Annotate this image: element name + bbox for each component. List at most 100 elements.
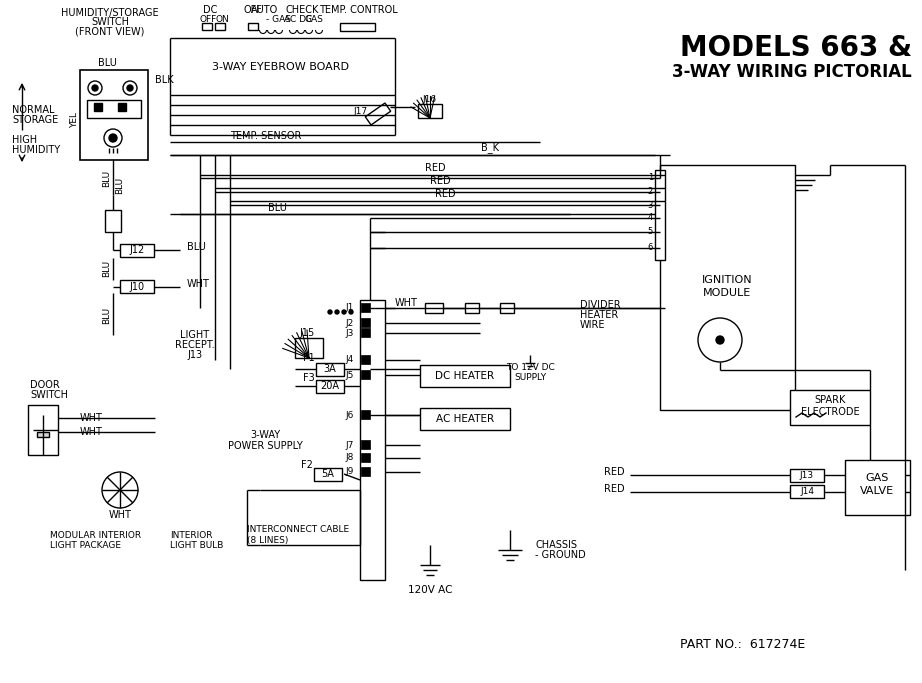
Text: 4: 4 bbox=[648, 214, 653, 223]
Text: J8: J8 bbox=[346, 454, 354, 462]
Bar bbox=[790, 485, 824, 498]
Bar bbox=[120, 244, 154, 257]
Text: 5: 5 bbox=[648, 227, 653, 236]
Text: 120V AC: 120V AC bbox=[408, 585, 453, 595]
Bar bbox=[316, 380, 344, 393]
Bar bbox=[361, 355, 370, 364]
Bar bbox=[361, 440, 370, 449]
Circle shape bbox=[335, 310, 339, 314]
Bar bbox=[790, 469, 824, 482]
Circle shape bbox=[109, 134, 117, 142]
Text: J17: J17 bbox=[354, 107, 368, 115]
Bar bbox=[425, 303, 443, 313]
Bar bbox=[28, 405, 58, 455]
Text: LIGHT BULB: LIGHT BULB bbox=[170, 540, 223, 550]
Bar bbox=[790, 390, 870, 425]
Text: F3: F3 bbox=[303, 373, 315, 383]
Text: DC HEATER: DC HEATER bbox=[435, 371, 494, 381]
Text: YEL: YEL bbox=[70, 112, 79, 128]
Text: LIGHT: LIGHT bbox=[181, 330, 209, 340]
Circle shape bbox=[349, 310, 353, 314]
Text: WHT: WHT bbox=[80, 427, 103, 437]
Circle shape bbox=[698, 318, 742, 362]
Bar bbox=[361, 303, 370, 312]
Text: DC: DC bbox=[203, 5, 218, 15]
Text: RED: RED bbox=[425, 163, 445, 173]
Bar bbox=[420, 408, 510, 430]
Text: 6: 6 bbox=[647, 244, 653, 253]
Circle shape bbox=[328, 310, 332, 314]
Circle shape bbox=[127, 85, 133, 91]
Text: J10: J10 bbox=[129, 282, 145, 292]
Text: J3: J3 bbox=[346, 329, 354, 337]
Bar bbox=[361, 453, 370, 462]
Text: AC HEATER: AC HEATER bbox=[436, 414, 494, 424]
Bar bbox=[118, 103, 126, 111]
Text: HIGH: HIGH bbox=[12, 135, 37, 145]
Text: HUMIDITY: HUMIDITY bbox=[12, 145, 60, 155]
Text: OFF: OFF bbox=[243, 5, 263, 15]
Text: BLU: BLU bbox=[268, 203, 287, 213]
Text: OFF: OFF bbox=[199, 14, 217, 23]
Text: MODULE: MODULE bbox=[703, 288, 751, 298]
Text: ON: ON bbox=[215, 14, 229, 23]
Text: IGNITION: IGNITION bbox=[702, 275, 752, 285]
Text: (FRONT VIEW): (FRONT VIEW) bbox=[76, 26, 145, 36]
Bar bbox=[94, 103, 102, 111]
Text: PART NO.:  617274E: PART NO.: 617274E bbox=[680, 639, 805, 652]
Text: BLU: BLU bbox=[102, 260, 112, 277]
Bar bbox=[105, 210, 121, 232]
Circle shape bbox=[123, 81, 137, 95]
Text: J14: J14 bbox=[800, 488, 814, 497]
Bar bbox=[248, 23, 258, 30]
Bar bbox=[361, 328, 370, 337]
Text: 3A: 3A bbox=[324, 364, 337, 374]
Text: GAS: GAS bbox=[866, 473, 889, 483]
Circle shape bbox=[92, 85, 98, 91]
Text: BLK: BLK bbox=[155, 75, 173, 85]
Text: WHT: WHT bbox=[187, 279, 210, 289]
Text: VALVE: VALVE bbox=[860, 486, 894, 496]
Text: CHASSIS: CHASSIS bbox=[535, 540, 577, 550]
Text: HEATER: HEATER bbox=[580, 310, 619, 320]
Text: BLU: BLU bbox=[115, 176, 124, 193]
Bar bbox=[418, 104, 442, 118]
Bar bbox=[465, 303, 479, 313]
Text: DIVIDER: DIVIDER bbox=[580, 300, 621, 310]
Text: J12: J12 bbox=[129, 245, 145, 255]
Bar bbox=[845, 460, 910, 515]
Text: ELECTRODE: ELECTRODE bbox=[800, 407, 859, 417]
Text: J16: J16 bbox=[423, 96, 437, 104]
Bar bbox=[500, 303, 514, 313]
Text: 5A: 5A bbox=[322, 469, 335, 479]
Bar bbox=[655, 170, 665, 260]
Text: DOOR: DOOR bbox=[30, 380, 60, 390]
Text: CHECK: CHECK bbox=[285, 5, 319, 15]
Text: J1: J1 bbox=[346, 303, 354, 313]
Text: J13: J13 bbox=[800, 471, 814, 479]
Text: SWITCH: SWITCH bbox=[30, 390, 68, 400]
Bar bbox=[295, 338, 323, 358]
Text: J7: J7 bbox=[346, 441, 354, 449]
Text: WIRE: WIRE bbox=[580, 320, 606, 330]
Text: TEMP. SENSOR: TEMP. SENSOR bbox=[230, 131, 301, 141]
Text: J5: J5 bbox=[346, 370, 354, 380]
Text: SWITCH: SWITCH bbox=[91, 17, 129, 27]
Text: J13: J13 bbox=[187, 350, 203, 360]
Text: J6: J6 bbox=[346, 410, 354, 419]
Bar bbox=[314, 468, 342, 481]
Text: F2: F2 bbox=[301, 460, 313, 470]
Bar bbox=[361, 467, 370, 476]
Bar bbox=[120, 280, 154, 293]
Text: NORMAL: NORMAL bbox=[12, 105, 54, 115]
Polygon shape bbox=[365, 103, 391, 125]
Circle shape bbox=[342, 310, 346, 314]
Text: TEMP. CONTROL: TEMP. CONTROL bbox=[319, 5, 397, 15]
Text: F1: F1 bbox=[303, 353, 315, 363]
Text: MODULAR INTERIOR: MODULAR INTERIOR bbox=[50, 531, 141, 540]
Text: AUTO: AUTO bbox=[252, 5, 278, 15]
Text: AC DC: AC DC bbox=[284, 14, 313, 23]
Text: INTERIOR: INTERIOR bbox=[170, 531, 212, 540]
Text: BLU: BLU bbox=[102, 169, 112, 186]
Text: J4: J4 bbox=[346, 355, 354, 365]
